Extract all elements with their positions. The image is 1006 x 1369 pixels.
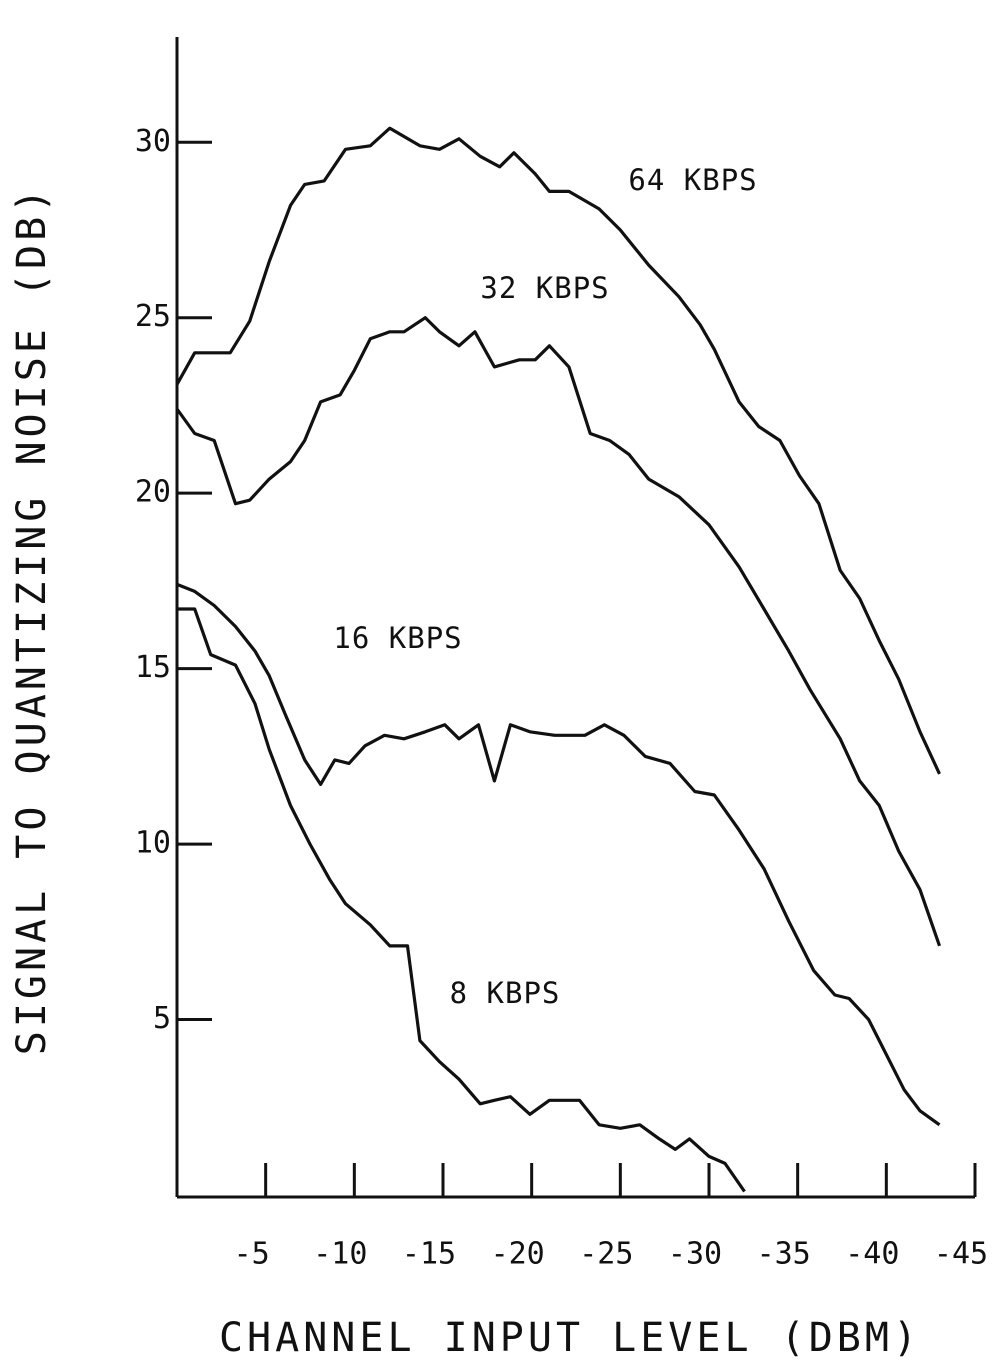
x-tick-label: -5 <box>234 1237 270 1272</box>
y-tick-label: 25 <box>135 299 171 334</box>
x-tick-label: -15 <box>402 1237 456 1272</box>
x-tick-label: -30 <box>668 1237 722 1272</box>
series-label: 64 KBPS <box>628 163 757 197</box>
x-tick-label: -40 <box>845 1237 899 1272</box>
x-axis-title: CHANNEL INPUT LEVEL (DBM) <box>219 1315 921 1361</box>
x-tick-label: -20 <box>491 1237 545 1272</box>
series-line <box>175 316 942 947</box>
x-tick-label: -45 <box>934 1237 988 1272</box>
series-line <box>177 607 746 1193</box>
y-tick-label: 20 <box>135 475 171 510</box>
y-tick-label: 10 <box>135 826 171 861</box>
y-axis-title: SIGNAL TO QUANTIZING NOISE (DB) <box>9 185 55 1056</box>
series-label: 8 KBPS <box>450 976 561 1010</box>
x-tick-label: -25 <box>579 1237 633 1272</box>
x-tick-label: -10 <box>313 1237 367 1272</box>
series-line <box>175 126 941 775</box>
y-tick-label: 15 <box>135 650 171 685</box>
y-tick-label: 5 <box>153 1001 171 1036</box>
y-tick-label: 30 <box>135 124 171 159</box>
x-tick-label: -35 <box>757 1237 811 1272</box>
series-label: 16 KBPS <box>333 621 462 655</box>
series-label: 32 KBPS <box>480 271 609 305</box>
series-line <box>176 582 941 1127</box>
